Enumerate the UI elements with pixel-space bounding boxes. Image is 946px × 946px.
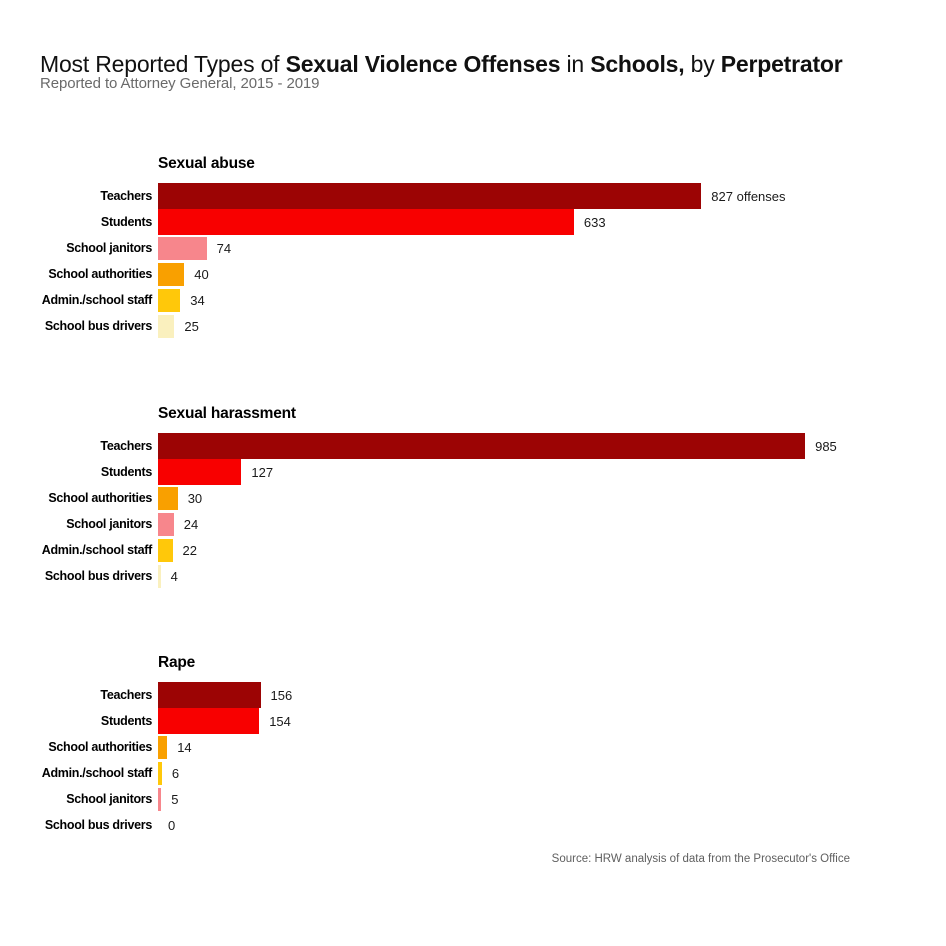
bar — [158, 564, 161, 588]
bar-row: School authorities 40 — [40, 261, 906, 287]
bar-row: School authorities 30 — [40, 485, 906, 511]
bar — [158, 761, 162, 785]
page-title: Most Reported Types of Sexual Violence O… — [40, 51, 843, 78]
page-title-segment: Schools, — [590, 51, 685, 78]
bar — [158, 512, 174, 536]
bar-label: Teachers — [100, 688, 152, 702]
chart-rape: Rape Teachers 156 Students 154 School author… — [40, 654, 906, 838]
bar-row: Admin./school staff 6 — [40, 760, 906, 786]
bar-row: School bus drivers 4 — [40, 563, 906, 589]
bar-value: 0 — [168, 817, 176, 833]
bar-label: Admin./school staff — [41, 766, 153, 780]
bar-row: Teachers 985 — [40, 433, 906, 459]
bar-value: 633 — [583, 214, 606, 230]
bar — [158, 459, 242, 485]
bar-value: 6 — [171, 765, 180, 781]
bar-row: Students 633 — [40, 209, 906, 235]
bar-label: School authorities — [48, 491, 152, 505]
bar-row: Teachers 827 offenses — [40, 183, 906, 209]
bar-value: 14 — [177, 739, 192, 755]
bar-row: Students 127 — [40, 459, 906, 485]
bar-row: Admin./school staff 34 — [40, 287, 906, 313]
bar-row: School janitors 24 — [40, 511, 906, 537]
bar-value: 156 — [270, 687, 293, 703]
bar — [158, 314, 175, 338]
page-title-segment: Sexual Violence Offenses — [285, 51, 561, 78]
bar-label: Teachers — [100, 189, 152, 203]
bar-label: School authorities — [48, 267, 152, 281]
bar-value: 25 — [184, 318, 199, 334]
bar-label: School janitors — [66, 517, 152, 531]
chart-sexual-harassment: Sexual harassment Teachers 985 Students 127… — [40, 405, 906, 589]
bar-value: 127 — [251, 464, 274, 480]
bar-value: 74 — [216, 240, 232, 256]
source-note: Source: HRW analysis of data from the Pr… — [551, 853, 850, 865]
bar-label: Admin./school staff — [41, 293, 153, 307]
bar-row: School bus drivers 0 — [40, 812, 906, 838]
bar-rows: Teachers 827 offenses Students 633 School ja… — [40, 183, 906, 339]
bar-value: 4 — [170, 568, 178, 584]
bar-value: 154 — [269, 713, 291, 729]
bar-label: School bus drivers — [44, 319, 152, 333]
bar — [158, 262, 185, 286]
bar — [158, 538, 173, 562]
page-title-segment: by — [684, 51, 721, 78]
bar-row: School authorities 14 — [40, 734, 906, 760]
chart-title: Sexual abuse — [158, 155, 255, 172]
bar-value: 24 — [183, 516, 199, 532]
bar-value: 34 — [190, 292, 205, 308]
bar-row: School janitors 74 — [40, 235, 906, 261]
page-subtitle: Reported to Attorney General, 2015 - 201… — [40, 75, 320, 92]
bar-label: Admin./school staff — [41, 543, 153, 557]
bar-label: Students — [100, 465, 152, 479]
bar-label: School janitors — [66, 792, 152, 806]
bar — [158, 735, 168, 759]
bar-row: Admin./school staff 22 — [40, 537, 906, 563]
bar-row: Students 154 — [40, 708, 906, 734]
bar-label: School janitors — [66, 241, 152, 255]
bar — [158, 209, 574, 235]
bar-label: School authorities — [48, 740, 152, 754]
page-title-segment: Most Reported Types of — [40, 51, 286, 78]
bar-value: 827 offenses — [711, 188, 786, 204]
bar-row: School janitors 5 — [40, 786, 906, 812]
bar-label: Students — [100, 215, 152, 229]
bar-row: School bus drivers 25 — [40, 313, 906, 339]
bar-label: Students — [100, 714, 152, 728]
bar — [158, 787, 162, 811]
chart-title: Rape — [158, 654, 196, 671]
page-title-segment: Perpetrator — [720, 51, 843, 78]
bar-value: 30 — [187, 490, 203, 506]
chart-title: Sexual harassment — [158, 405, 296, 422]
page-title-segment: in — [560, 51, 591, 78]
bar-rows: Teachers 985 Students 127 School authorities… — [40, 433, 906, 589]
bar-value: 40 — [194, 266, 209, 282]
bar — [158, 288, 181, 312]
bar-value: 5 — [171, 791, 179, 807]
bar — [158, 433, 806, 459]
bar-label: School bus drivers — [44, 818, 152, 832]
bar-value: 985 — [815, 438, 837, 454]
bar — [158, 183, 702, 209]
bar-label: School bus drivers — [44, 569, 152, 583]
bar — [158, 486, 178, 510]
bar — [158, 682, 261, 708]
chart-sexual-abuse: Sexual abuse Teachers 827 offenses Student… — [40, 155, 906, 339]
bar-value: 22 — [182, 542, 197, 558]
bar-row: Teachers 156 — [40, 682, 906, 708]
bar-label: Teachers — [100, 439, 152, 453]
bar — [158, 236, 207, 260]
bar-rows: Teachers 156 Students 154 School authorities… — [40, 682, 906, 838]
bar — [158, 708, 260, 734]
